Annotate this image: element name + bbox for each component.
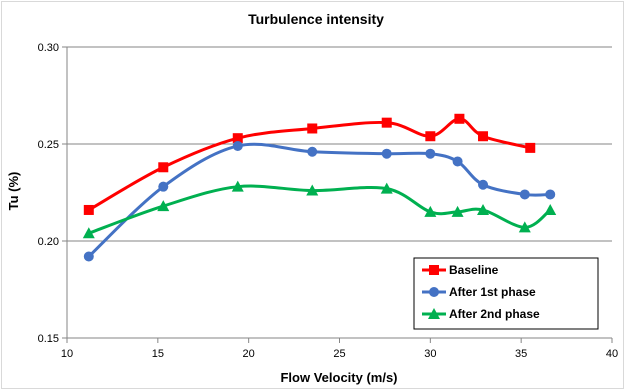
x-tick-label: 25 — [333, 348, 345, 360]
y-tick-label: 0.15 — [38, 333, 59, 345]
gridlines — [67, 46, 612, 242]
series-layer — [82, 113, 557, 262]
x-tick-label: 40 — [606, 348, 618, 360]
legend-label: Baseline — [449, 263, 499, 277]
data-point-triangle — [544, 203, 557, 215]
legend-label: After 1st phase — [449, 285, 536, 299]
data-point-circle — [545, 189, 556, 200]
chart-title: Turbulence intensity — [248, 11, 384, 27]
x-tick-labels: 10 15 20 25 30 35 40 — [61, 348, 618, 360]
data-point-triangle — [477, 203, 490, 215]
data-point-triangle — [518, 221, 531, 233]
x-tick-label: 20 — [243, 348, 255, 360]
series-line — [88, 184, 552, 235]
series-line — [88, 117, 531, 212]
series-2 — [83, 140, 556, 262]
legend-marker — [429, 265, 439, 275]
legend-item: After 1st phase — [422, 285, 536, 299]
data-point-circle — [478, 179, 489, 190]
data-point-square — [307, 123, 318, 134]
x-tick-label: 35 — [515, 348, 527, 360]
data-point-square — [381, 117, 392, 128]
data-point-circle — [519, 189, 530, 200]
data-point-square — [425, 131, 436, 142]
series-3 — [82, 180, 557, 239]
legend-items: Baseline After 1st phase After 2nd phase — [422, 263, 540, 321]
y-axis-title: Tu (%) — [6, 172, 21, 211]
data-point-triangle — [424, 205, 437, 217]
series-line — [87, 142, 551, 258]
data-point-square — [454, 113, 465, 124]
data-point-square — [525, 142, 536, 153]
legend-item: Baseline — [422, 263, 499, 277]
y-tick-label: 0.25 — [38, 139, 59, 151]
data-point-triangle — [306, 184, 319, 196]
legend: Baseline After 1st phase After 2nd phase — [413, 257, 599, 330]
data-point-circle — [307, 146, 318, 157]
data-point-square — [83, 204, 94, 215]
data-point-triangle — [380, 182, 393, 194]
x-tick-label: 10 — [61, 348, 73, 360]
data-point-triangle — [231, 180, 244, 192]
x-tick-label: 15 — [152, 348, 164, 360]
x-tick-label: 30 — [424, 348, 436, 360]
data-point-square — [232, 133, 243, 144]
data-point-circle — [452, 156, 463, 167]
data-point-circle — [425, 148, 436, 159]
y-tick-labels: 0.15 0.20 0.25 0.30 — [38, 42, 59, 345]
legend-marker — [428, 308, 440, 319]
legend-marker — [429, 287, 439, 297]
data-point-triangle — [451, 205, 464, 217]
y-tick-label: 0.30 — [38, 42, 59, 54]
data-point-triangle — [82, 227, 95, 239]
series-1 — [83, 113, 536, 215]
x-axis-title: Flow Velocity (m/s) — [280, 370, 397, 385]
legend-item: After 2nd phase — [422, 307, 540, 321]
data-point-circle — [83, 251, 94, 262]
data-point-circle — [381, 148, 392, 159]
legend-label: After 2nd phase — [449, 307, 540, 321]
data-point-circle — [232, 140, 243, 151]
axes — [62, 46, 613, 343]
data-point-triangle — [157, 200, 170, 212]
y-tick-label: 0.20 — [38, 236, 59, 248]
data-point-circle — [158, 181, 169, 192]
data-point-square — [478, 131, 489, 142]
data-point-square — [158, 162, 169, 173]
